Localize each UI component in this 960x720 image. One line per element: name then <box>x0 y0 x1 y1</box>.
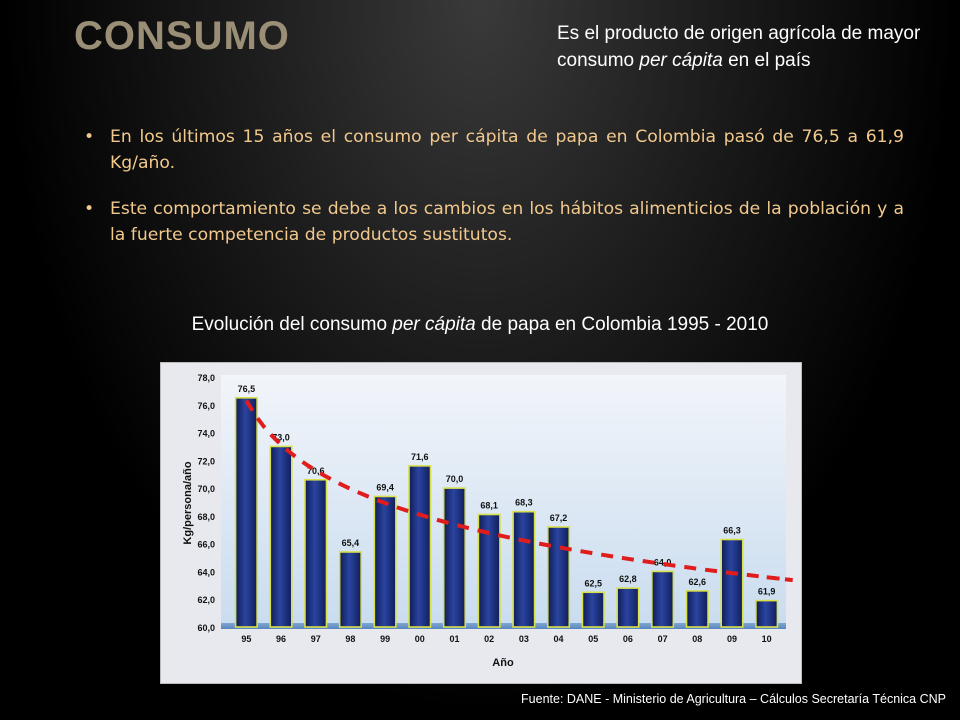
x-axis-title: Año <box>492 657 514 669</box>
bar <box>442 487 467 628</box>
x-tick-label: 02 <box>484 634 494 644</box>
x-tick-label: 01 <box>449 634 459 644</box>
data-label: 68,1 <box>480 501 498 511</box>
bar <box>685 590 709 628</box>
data-label: 71,6 <box>411 452 429 462</box>
y-tick-label: 76,0 <box>197 401 215 411</box>
x-tick-label: 05 <box>588 634 598 644</box>
consumption-note: Es el producto de origen agrícola de may… <box>557 20 947 74</box>
bullet-item: • En los últimos 15 años el consumo per c… <box>84 124 904 176</box>
x-tick-label: 06 <box>623 634 633 644</box>
x-tick-label: 10 <box>762 634 772 644</box>
x-tick-label: 00 <box>415 634 425 644</box>
bar <box>720 538 744 628</box>
chart-panel: 60,0 62,0 64,0 66,0 68,0 70,0 72,0 74,0 76,0 78,0… <box>160 362 802 684</box>
x-tick-label: 08 <box>692 634 702 644</box>
note-italic: per cápita <box>639 50 723 71</box>
bar <box>269 445 293 628</box>
x-tick-label: 97 <box>311 634 321 644</box>
slide-title: CONSUMO <box>74 14 290 58</box>
bar <box>477 513 501 628</box>
data-label: 62,5 <box>584 578 602 588</box>
bar <box>755 599 779 628</box>
bar <box>373 495 397 628</box>
bar <box>304 478 328 628</box>
bar <box>408 465 432 628</box>
x-tick-label: 95 <box>241 634 251 644</box>
data-label: 73,0 <box>272 432 290 442</box>
data-label: 70,6 <box>307 466 325 476</box>
data-label: 65,4 <box>342 538 360 548</box>
chart-title-text-2: de papa en Colombia 1995 - 2010 <box>475 314 769 335</box>
note-text-1: Es el producto de origen agrícola de may… <box>557 23 921 71</box>
y-axis-title: Kg/persona/año <box>182 461 194 544</box>
y-tick-label: 78,0 <box>197 373 215 383</box>
data-label: 62,6 <box>689 577 707 587</box>
y-tick-label: 64,0 <box>197 567 215 577</box>
bullet-text: En los últimos 15 años el consumo per cá… <box>110 127 904 173</box>
y-tick-label: 66,0 <box>197 540 215 550</box>
x-tick-label: 96 <box>276 634 286 644</box>
x-tick-label: 03 <box>519 634 529 644</box>
bar <box>234 397 258 628</box>
x-tick-label: 09 <box>727 634 737 644</box>
bar <box>338 551 362 628</box>
plot-floor <box>221 623 786 629</box>
bar <box>546 526 571 628</box>
data-label: 62,8 <box>619 574 637 584</box>
bar <box>616 587 640 628</box>
x-tick-label: 07 <box>658 634 668 644</box>
x-tick-label: 99 <box>380 634 390 644</box>
data-label: 67,2 <box>550 513 568 523</box>
data-label: 66,3 <box>723 526 741 536</box>
chart-title-italic: per cápita <box>392 314 476 335</box>
y-tick-label: 70,0 <box>197 484 215 494</box>
x-tick-label: 04 <box>554 634 564 644</box>
bullet-text: Este comportamiento se debe a los cambio… <box>110 199 904 245</box>
y-tick-label: 74,0 <box>197 429 215 439</box>
chart-title-text-1: Evolución del consumo <box>191 314 393 335</box>
source-note: Fuente: DANE - Ministerio de Agricultura… <box>521 692 946 706</box>
bullet-icon: • <box>84 127 95 147</box>
data-label: 61,9 <box>758 587 776 597</box>
y-tick-label: 62,0 <box>197 595 215 605</box>
bar <box>651 570 675 628</box>
bar <box>512 510 536 628</box>
data-label: 64,0 <box>654 557 672 567</box>
data-label: 76,5 <box>238 384 256 394</box>
y-tick-label: 60,0 <box>197 623 215 633</box>
data-label: 70,0 <box>446 474 464 484</box>
note-text-2: en el país <box>722 50 811 71</box>
y-tick-label: 72,0 <box>197 456 215 466</box>
bar <box>581 591 605 628</box>
bar-chart: 60,0 62,0 64,0 66,0 68,0 70,0 72,0 74,0 76,0 78,0… <box>182 373 793 669</box>
bullet-icon: • <box>84 199 95 219</box>
data-label: 69,4 <box>376 482 394 492</box>
trend-line <box>244 399 793 583</box>
chart-title: Evolución del consumo per cápita de papa… <box>0 314 960 336</box>
y-tick-label: 68,0 <box>197 512 215 522</box>
x-tick-label: 98 <box>345 634 355 644</box>
bullet-list: • En los últimos 15 años el consumo per c… <box>84 124 904 268</box>
data-label: 68,3 <box>515 498 533 508</box>
bullet-item: • Este comportamiento se debe a los cambi… <box>84 196 904 248</box>
